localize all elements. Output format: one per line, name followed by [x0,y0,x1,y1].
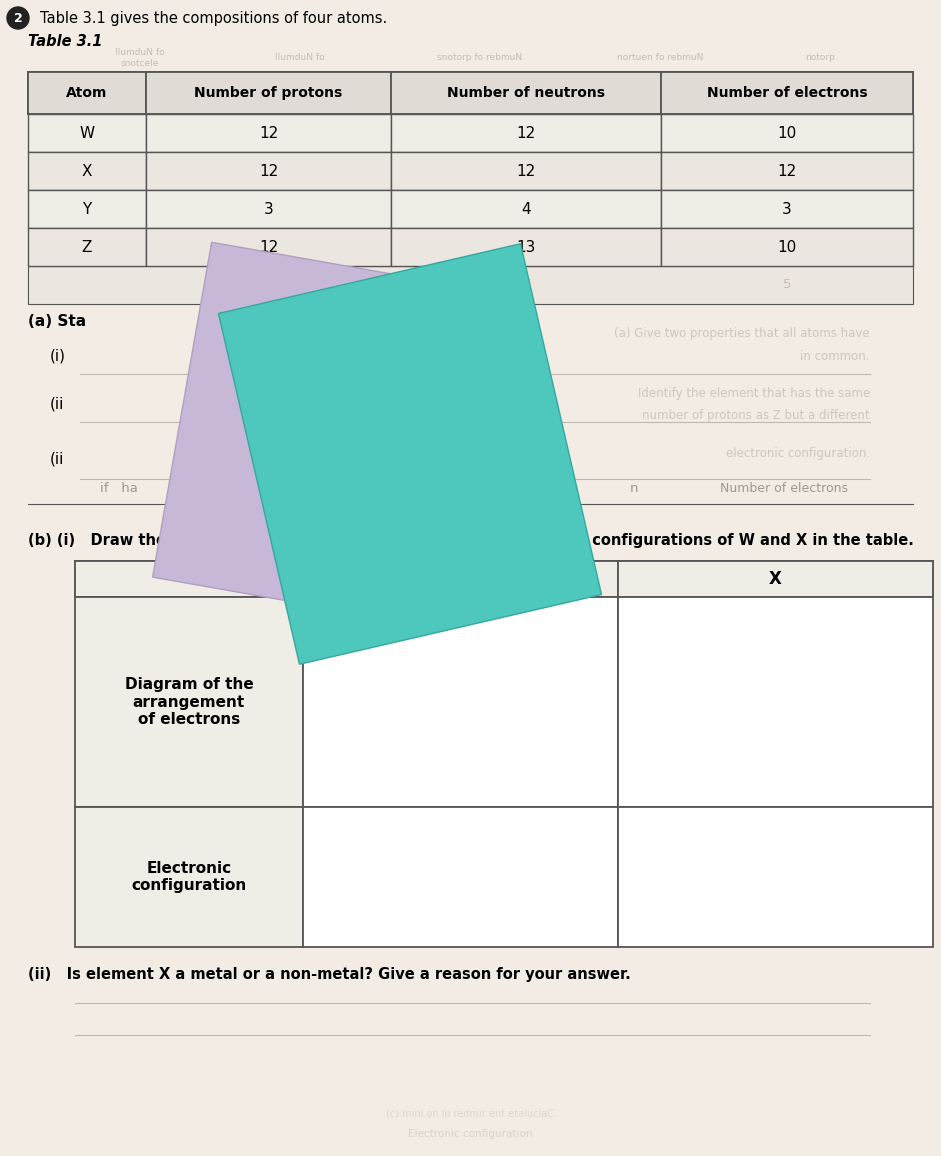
Bar [303,596,618,807]
Text: 5: 5 [783,279,791,291]
Bar [28,190,146,228]
Text: 3: 3 [263,201,274,216]
Text: 11: 11 [626,575,640,584]
Bar [391,114,661,151]
Text: Atom: Atom [66,86,107,101]
Text: 12: 12 [259,163,279,178]
Text: Identify the element that has the same: Identify the element that has the same [638,387,870,400]
Text: Electronic configuration: Electronic configuration [407,1129,533,1139]
Bar [146,228,391,266]
Text: electronic configuration.: electronic configuration. [726,447,870,460]
Text: Table 3.1: Table 3.1 [28,35,103,50]
Bar [391,190,661,228]
Text: Z: Z [82,239,92,254]
Text: nortuen fo rebmuN: nortuen fo rebmuN [616,53,703,62]
Bar [618,807,933,947]
Bar [618,561,933,596]
Text: Y: Y [83,201,91,216]
Text: Electronic
configuration: Electronic configuration [132,861,247,894]
Text: (b) (i)   Draw the arrangement of electrons and write the electronic configurati: (b) (i) Draw the arrangement of electron… [28,533,914,548]
Bar [75,807,303,947]
Text: 13: 13 [517,239,535,254]
Text: (i): (i) [50,348,66,363]
Text: n: n [185,575,193,584]
Text: (c) mini on lo rednur ent etaluclaC: (c) mini on lo rednur ent etaluclaC [386,1109,554,1119]
Bar [28,114,146,151]
Bar [661,151,913,190]
Bar [661,72,913,114]
Text: electronic configuration details: electronic configuration details [390,699,531,709]
Text: notorp: notorp [805,53,835,62]
Bar [75,561,303,596]
Text: 10: 10 [777,239,797,254]
Text: Number of electrons: Number of electrons [720,482,848,496]
Text: in common.: in common. [801,349,870,363]
Text: Table 3.1 gives the compositions of four atoms.: Table 3.1 gives the compositions of four… [40,10,388,25]
Text: X: X [769,570,782,588]
Text: 1: 1 [314,575,322,584]
Text: 3: 3 [782,201,792,216]
Bar [75,561,933,596]
Text: X: X [82,163,92,178]
Bar [146,190,391,228]
Text: n: n [630,482,639,496]
Text: 12: 12 [259,126,279,141]
Text: (ii: (ii [50,397,64,412]
Text: number of protons as Z but a different: number of protons as Z but a different [643,409,870,422]
Bar [28,72,146,114]
Text: 12: 12 [517,163,535,178]
Bar [391,72,661,114]
Bar [661,228,913,266]
Text: 4: 4 [521,201,531,216]
Text: 12: 12 [777,163,797,178]
Circle shape [7,7,29,29]
Text: faintly through the paper showing: faintly through the paper showing [383,677,538,687]
Text: (ii: (ii [50,452,64,467]
Text: 2: 2 [13,12,23,24]
Text: W: W [79,126,94,141]
Text: d: d [584,575,592,584]
Text: X: X [521,279,531,291]
Polygon shape [152,243,487,625]
Text: Number of neutrons: Number of neutrons [447,86,605,101]
Text: if   ha: if ha [100,482,138,496]
Text: 12: 12 [259,239,279,254]
Bar [618,596,933,807]
Bar [28,151,146,190]
Text: (a) Sta: (a) Sta [28,314,87,329]
Bar [28,228,146,266]
Bar [661,114,913,151]
Text: Number of protons: Number of protons [195,86,343,101]
Bar [303,561,618,596]
Text: W: W [262,279,275,291]
Bar [146,151,391,190]
Bar [28,72,913,114]
Text: (a) Give two properties that all atoms have: (a) Give two properties that all atoms h… [614,327,870,341]
Text: llumduN fo: llumduN fo [275,53,325,62]
Text: (ii)   Is element X a metal or a non-metal? Give a reason for your answer.: (ii) Is element X a metal or a non-metal… [28,968,630,983]
Text: Diagram of the
arrangement
of electrons: Diagram of the arrangement of electrons [124,677,253,727]
Text: snotorp fo rebmuN: snotorp fo rebmuN [438,53,522,62]
Polygon shape [218,244,601,665]
Bar [391,151,661,190]
Text: Number of electrons: Number of electrons [707,86,868,101]
Text: Answer to (b) from back page visible: Answer to (b) from back page visible [377,655,544,665]
Bar [661,190,913,228]
Bar [303,807,618,947]
Text: 10: 10 [777,126,797,141]
Text: llumduN fo
snotcele: llumduN fo snotcele [115,49,165,68]
Text: W: W [452,570,470,588]
Bar [146,72,391,114]
Bar [391,228,661,266]
Text: 12: 12 [517,126,535,141]
Bar [75,596,303,807]
Bar [146,114,391,151]
Bar [28,266,913,304]
